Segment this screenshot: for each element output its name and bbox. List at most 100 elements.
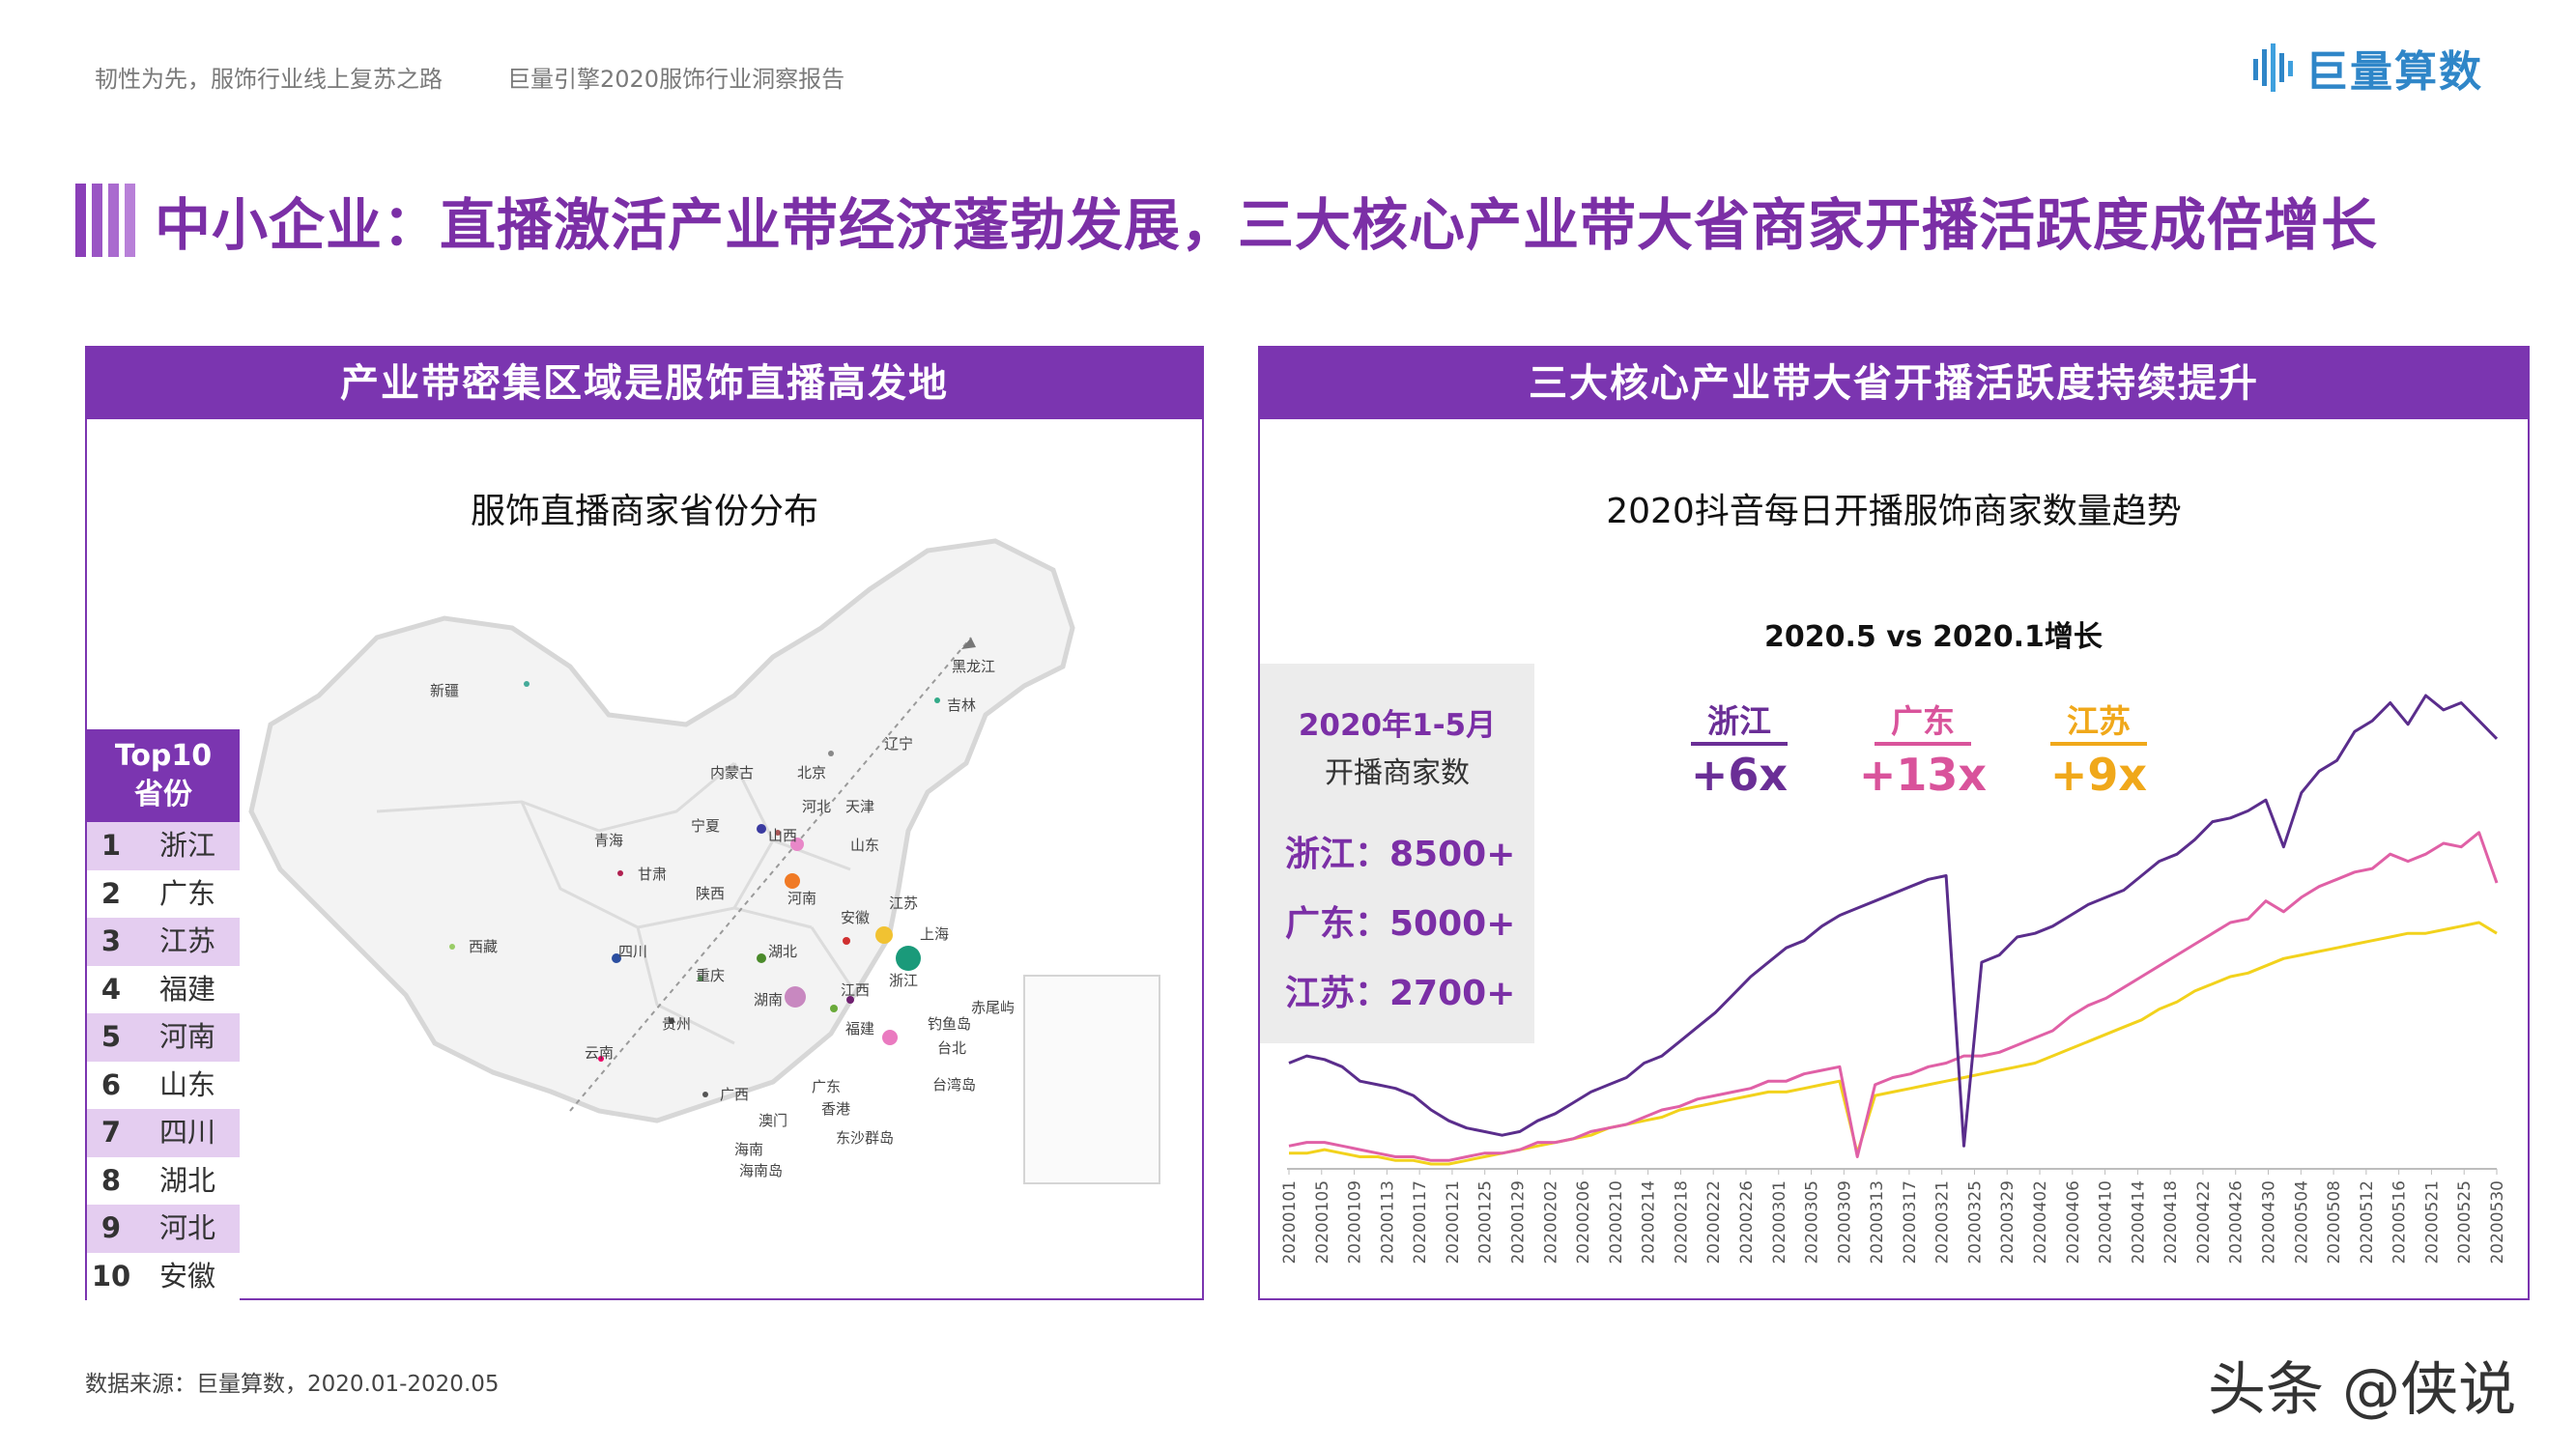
- top10-province: 河北: [158, 1211, 215, 1244]
- x-tick-label: 20200101: [1280, 1180, 1300, 1264]
- top10-heading: Top10 省份: [87, 729, 240, 822]
- left-panel-heading: 产业带密集区域是服饰直播高发地: [87, 348, 1202, 419]
- map-province-dot: [612, 953, 621, 963]
- stats-period: 2020年1-5月: [1298, 708, 1497, 743]
- top10-row: 8 湖北: [87, 1156, 240, 1205]
- x-tick-label: 20200109: [1346, 1180, 1365, 1264]
- map-province-dot: [669, 1018, 674, 1024]
- map-label: 浙江: [889, 972, 918, 989]
- map-label: 湖北: [768, 943, 797, 960]
- top10-rank: 3: [100, 924, 122, 957]
- map-label: 吉林: [947, 696, 976, 714]
- growth-underline: [2050, 742, 2147, 746]
- x-tick-label: 20200309: [1835, 1180, 1854, 1264]
- x-tick-label: 20200301: [1770, 1180, 1789, 1264]
- map-province-dot: [598, 1056, 604, 1062]
- x-tick-label: 20200430: [2260, 1180, 2279, 1264]
- map-label: 甘肃: [638, 866, 667, 883]
- map-province-dot: [524, 681, 530, 687]
- map-label: 台湾岛: [932, 1076, 976, 1094]
- growth-value: +9x: [2049, 749, 2148, 801]
- x-tick-label: 20200525: [2455, 1180, 2475, 1264]
- x-tick-label: 20200121: [1444, 1180, 1463, 1264]
- top10-province: 四川: [158, 1116, 215, 1149]
- map-label: 黑龙江: [952, 658, 995, 675]
- map-label: 江苏: [889, 895, 918, 912]
- map-province-dot: [785, 873, 800, 889]
- map-label: 上海: [920, 925, 949, 943]
- x-tick-label: 20200512: [2358, 1180, 2377, 1264]
- top10-rank: 4: [100, 972, 122, 1006]
- map-label: 贵州: [662, 1015, 691, 1033]
- report-subtitle: 韧性为先，服饰行业线上复苏之路: [95, 66, 443, 93]
- map-label: 河南: [787, 890, 816, 907]
- logo-text: 巨量算数: [2305, 47, 2483, 97]
- map-label: 广东: [812, 1078, 841, 1095]
- south-sea-inset: [1023, 975, 1160, 1184]
- x-tick-label: 20200317: [1901, 1180, 1920, 1264]
- map-label: 山东: [850, 837, 879, 854]
- x-tick-label: 20200214: [1640, 1180, 1659, 1264]
- map-label: 赤尾屿: [971, 999, 1015, 1016]
- x-tick-label: 20200504: [2292, 1180, 2311, 1264]
- top10-row: 10 安徽: [87, 1252, 240, 1300]
- top10-province: 广东: [158, 876, 215, 910]
- map-province-dot: [698, 976, 703, 981]
- x-tick-label: 20200105: [1313, 1180, 1332, 1264]
- x-tick-label: 20200406: [2064, 1180, 2083, 1264]
- x-tick-label: 20200402: [2031, 1180, 2050, 1264]
- map-label: 青海: [594, 832, 623, 849]
- top10-province: 福建: [158, 972, 215, 1006]
- map-province-dot: [775, 830, 781, 836]
- x-tick-label: 20200202: [1541, 1180, 1560, 1264]
- top10-table: Top10 省份 1 浙江 2 广东 3 江苏 4 福建 5 河南 6 山东 7 四川 8 湖北 9 河北 10 安徽: [87, 729, 240, 1300]
- growth-underline: [1875, 742, 1971, 746]
- map-label: 陕西: [696, 885, 725, 902]
- x-tick-label: 20200117: [1411, 1180, 1430, 1264]
- top10-rank: 1: [100, 829, 122, 862]
- logo-bars-icon: [2253, 43, 2293, 92]
- map-province-dot: [830, 1005, 838, 1012]
- growth-underline: [1691, 742, 1788, 746]
- series-line-guangdong: [1288, 831, 2499, 1162]
- map-label: 河北: [802, 798, 831, 815]
- top10-row: 2 广东: [87, 869, 240, 918]
- map-title: 服饰直播商家省份分布: [470, 492, 818, 531]
- map-label: 钓鱼岛: [928, 1015, 971, 1033]
- map-label: 内蒙古: [710, 764, 754, 781]
- title-stripes-icon: [75, 184, 135, 257]
- map-label: 云南: [585, 1044, 614, 1062]
- map-label: 东沙群岛: [836, 1129, 894, 1147]
- page-title-bar: 中小企业：直播激活产业带经济蓬勃发展，三大核心产业带大省商家开播活跃度成倍增长: [75, 180, 2378, 261]
- map-province-dot: [617, 870, 623, 876]
- growth-province-label: 江苏: [2067, 702, 2131, 740]
- top10-rank: 7: [100, 1116, 122, 1149]
- top10-province: 山东: [158, 1067, 215, 1101]
- growth-value: +13x: [1858, 749, 1988, 801]
- top10-heading-line2: 省份: [134, 778, 192, 811]
- map-province-dot: [449, 944, 455, 950]
- right-panel-heading: 三大核心产业带大省开播活跃度持续提升: [1260, 348, 2528, 419]
- map-label: 江西: [841, 981, 870, 999]
- stats-box: 2020年1-5月 开播商家数 浙江：8500+ 广东：5000+ 江苏：270…: [1260, 664, 1534, 1043]
- x-tick-label: 20200222: [1704, 1180, 1724, 1264]
- top10-row: 1 浙江: [87, 822, 240, 870]
- map-label: 山西: [768, 827, 797, 844]
- x-tick-label: 20200129: [1508, 1180, 1528, 1264]
- x-tick-label: 20200226: [1737, 1180, 1757, 1264]
- watermark: 头条 @侠说: [2208, 1356, 2517, 1424]
- map-label: 台北: [937, 1039, 966, 1057]
- growth-value: +6x: [1690, 749, 1789, 801]
- top10-province: 浙江: [158, 829, 215, 862]
- map-label: 北京: [797, 764, 826, 781]
- map-province-dot: [882, 1030, 898, 1045]
- stats-jiangsu: 江苏：2700+: [1285, 974, 1516, 1013]
- x-tick-label: 20200329: [1998, 1180, 2018, 1264]
- top10-row: 4 福建: [87, 965, 240, 1013]
- top10-rank: 10: [91, 1259, 131, 1293]
- map-province-dot: [785, 986, 806, 1008]
- top10-row: 7 四川: [87, 1109, 240, 1157]
- stats-label: 开播商家数: [1325, 756, 1470, 790]
- top10-row: 6 山东: [87, 1061, 240, 1109]
